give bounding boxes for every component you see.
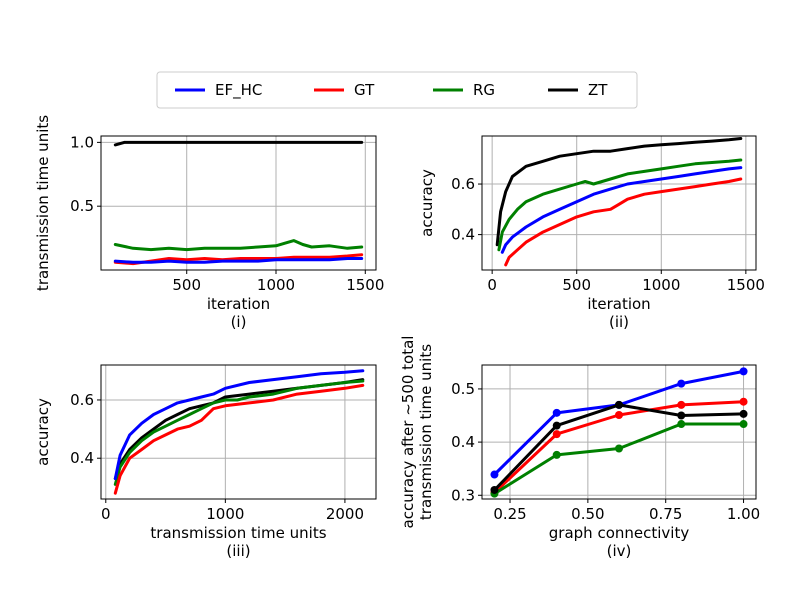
legend-label-ef_hc: EF_HC — [215, 81, 262, 100]
x-tick-label: 0 — [487, 276, 497, 294]
panel-caption: (i) — [231, 313, 247, 331]
plot-frame — [100, 364, 377, 500]
series-line-ef_hc — [113, 369, 365, 481]
panel-caption: (ii) — [609, 313, 629, 331]
panel-caption: (iv) — [607, 542, 632, 560]
y-tick-label: 0.5 — [451, 380, 475, 398]
series-line-ef_hc — [113, 257, 364, 264]
legend-frame — [156, 71, 638, 109]
data-point-zt — [615, 400, 623, 409]
data-point-gt — [552, 430, 561, 439]
x-axis-label: iteration — [587, 295, 650, 313]
y-axis-label: accuracy after ~500 totaltransmission ti… — [399, 336, 435, 529]
y-tick-label: 0.4 — [451, 433, 475, 451]
x-tick-label: 500 — [562, 276, 591, 294]
x-tick-label: 500 — [172, 276, 201, 294]
x-tick-label: 1000 — [257, 276, 295, 294]
panel-iv: 0.25 0.50 0.75 1.00 0.3 0.4 0.5 graph connectiv… — [399, 336, 760, 560]
legend-label-gt: GT — [354, 81, 375, 99]
data-point-ef_hc — [490, 470, 499, 479]
plot-frame — [100, 135, 377, 271]
legend: EF_HC GT RG ZT — [156, 71, 638, 109]
series-line-zt — [495, 137, 743, 247]
data-point-gt — [677, 400, 686, 409]
y-axis-label-line: transmission time units — [417, 344, 435, 520]
data-point-zt — [552, 421, 561, 430]
data-point-gt — [615, 410, 623, 419]
data-point-zt — [677, 411, 686, 420]
legend-item-rg: RG — [433, 81, 495, 99]
x-tick-label: 2000 — [326, 505, 364, 523]
series-line-rg — [497, 158, 743, 252]
x-tick-label: 0.75 — [649, 505, 682, 523]
series-line-zt — [113, 378, 365, 481]
series-line-rg — [113, 379, 365, 486]
x-tick-label: 0.50 — [571, 505, 604, 523]
panel-i: 500 1000 1500 0.5 1.0 iteration(i) transmissio… — [34, 115, 384, 331]
series-line-rg — [113, 239, 364, 252]
x-tick-label: 1500 — [346, 276, 384, 294]
legend-item-gt: GT — [314, 81, 375, 99]
data-point-ef_hc — [739, 367, 748, 376]
x-axis-label: transmission time units — [150, 524, 326, 542]
data-point-zt — [739, 409, 748, 418]
x-axis-label: iteration — [207, 295, 270, 313]
series-line-zt — [113, 140, 364, 147]
y-tick-label: 0.5 — [70, 197, 94, 215]
y-tick-label: 0.6 — [451, 175, 475, 193]
legend-item-ef_hc: EF_HC — [175, 81, 262, 100]
data-point-rg — [677, 420, 686, 429]
series-line-gt — [113, 253, 364, 266]
data-point-zt — [490, 485, 499, 494]
x-tick-label: 1000 — [642, 276, 680, 294]
y-axis-label: accuracy — [418, 169, 436, 237]
data-point-ef_hc — [552, 408, 561, 417]
y-tick-label: 0.4 — [70, 449, 94, 467]
panel-caption: (iii) — [226, 542, 250, 560]
x-tick-label: 0 — [101, 505, 111, 523]
y-tick-label: 0.4 — [451, 226, 475, 244]
x-tick-label: 1500 — [727, 276, 765, 294]
y-axis-label: transmission time units — [34, 115, 52, 291]
y-tick-label: 1.0 — [70, 133, 94, 151]
panels: 500 1000 15000.51.0iteration(i)transmissio… — [34, 115, 765, 560]
series-line-ef_hc — [500, 166, 743, 254]
x-tick-label: 1.00 — [727, 505, 760, 523]
legend-item-zt: ZT — [548, 81, 608, 99]
data-point-ef_hc — [677, 379, 686, 388]
series-line-gt — [504, 177, 743, 267]
data-point-rg — [739, 420, 748, 429]
y-tick-label: 0.3 — [451, 486, 475, 504]
plot-frame — [481, 135, 757, 271]
x-tick-label: 0.25 — [493, 505, 526, 523]
legend-label-rg: RG — [473, 81, 495, 99]
x-axis-label: graph connectivity — [549, 524, 690, 542]
y-axis-label-line: accuracy after ~500 total — [399, 336, 417, 529]
data-point-gt — [739, 397, 748, 406]
plot-frame — [481, 364, 757, 500]
x-tick-label: 1000 — [206, 505, 244, 523]
panel-ii: 0 500 1000 1500 0.4 0.6 iteration(ii) accuracy — [418, 135, 765, 331]
legend-label-zt: ZT — [588, 81, 608, 99]
y-axis-label: accuracy — [34, 398, 52, 466]
series-line-gt — [113, 383, 365, 495]
data-point-rg — [552, 450, 561, 459]
y-tick-label: 0.6 — [70, 391, 94, 409]
data-point-rg — [615, 444, 623, 453]
panel-iii: 0 1000 2000 0.4 0.6 transmission time units(i… — [34, 364, 377, 560]
